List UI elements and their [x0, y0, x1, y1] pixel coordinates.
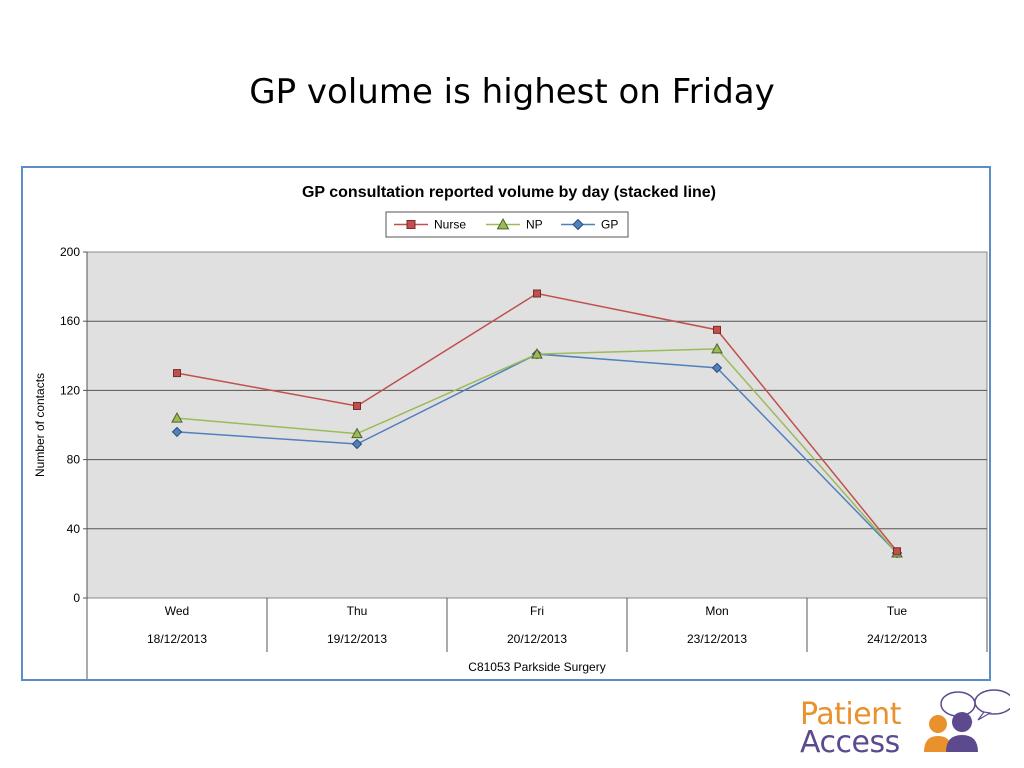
speech-bubbles-icon: [924, 689, 1010, 752]
legend-label: Nurse: [434, 218, 466, 232]
square-marker: [173, 369, 181, 378]
y-tick-label: 80: [67, 453, 81, 467]
diamond-marker: [171, 426, 183, 438]
y-axis: 0 40 80 120 160 200: [60, 245, 88, 605]
x-category-label: Tue: [887, 604, 908, 618]
triangle-marker: [351, 427, 363, 439]
x-date-label: 24/12/2013: [867, 632, 927, 646]
series-lines: [171, 289, 903, 559]
triangle-marker: [531, 348, 543, 359]
plot-area: [86, 251, 988, 599]
x-category-label: Thu: [347, 604, 368, 618]
y-tick-label: 160: [60, 314, 80, 328]
legend-label: GP: [601, 218, 618, 232]
triangle-marker: [171, 412, 183, 423]
x-group-label: C81053 Parkside Surgery: [468, 660, 605, 674]
series-nurse: [173, 289, 901, 556]
square-marker: [353, 401, 361, 410]
chart-legend: Nurse NP GP: [385, 211, 629, 238]
patient-access-logo: Patient Access: [800, 688, 1010, 758]
x-category-label: Mon: [705, 604, 728, 618]
square-marker: [893, 547, 901, 556]
y-tick-label: 200: [60, 245, 80, 259]
x-date-label: 18/12/2013: [147, 632, 207, 646]
legend-label: NP: [526, 218, 543, 232]
x-date-label: 19/12/2013: [327, 632, 387, 646]
y-tick-label: 40: [67, 522, 81, 536]
diamond-marker: [351, 438, 363, 450]
gridlines: [87, 320, 987, 530]
y-axis-label: Number of contacts: [33, 373, 47, 477]
square-marker: [713, 325, 721, 334]
triangle-marker: [496, 217, 510, 230]
diamond-marker: [572, 218, 584, 231]
x-category-label: Wed: [165, 604, 189, 618]
line-chart: GP consultation reported volume by day (…: [33, 184, 988, 679]
triangle-marker: [711, 342, 723, 354]
square-marker: [533, 289, 541, 298]
x-date-label: 23/12/2013: [687, 632, 747, 646]
y-tick-label: 120: [60, 383, 80, 397]
logo-line1: Patient: [800, 697, 901, 732]
chart-title: GP consultation reported volume by day (…: [302, 184, 716, 201]
x-category-label: Fri: [530, 604, 544, 618]
series-np: [171, 342, 903, 558]
y-tick-label: 0: [73, 591, 80, 605]
logo-line2: Access: [800, 725, 900, 760]
chart-frame: GP consultation reported volume by day (…: [21, 166, 991, 681]
x-date-label: 20/12/2013: [507, 632, 567, 646]
slide-title: GP volume is highest on Friday: [249, 72, 775, 112]
x-axis: Wed 18/12/2013 Thu 19/12/2013 Fri 20/12/2013 M…: [86, 598, 988, 679]
square-marker: [406, 220, 416, 229]
diamond-marker: [711, 362, 723, 374]
